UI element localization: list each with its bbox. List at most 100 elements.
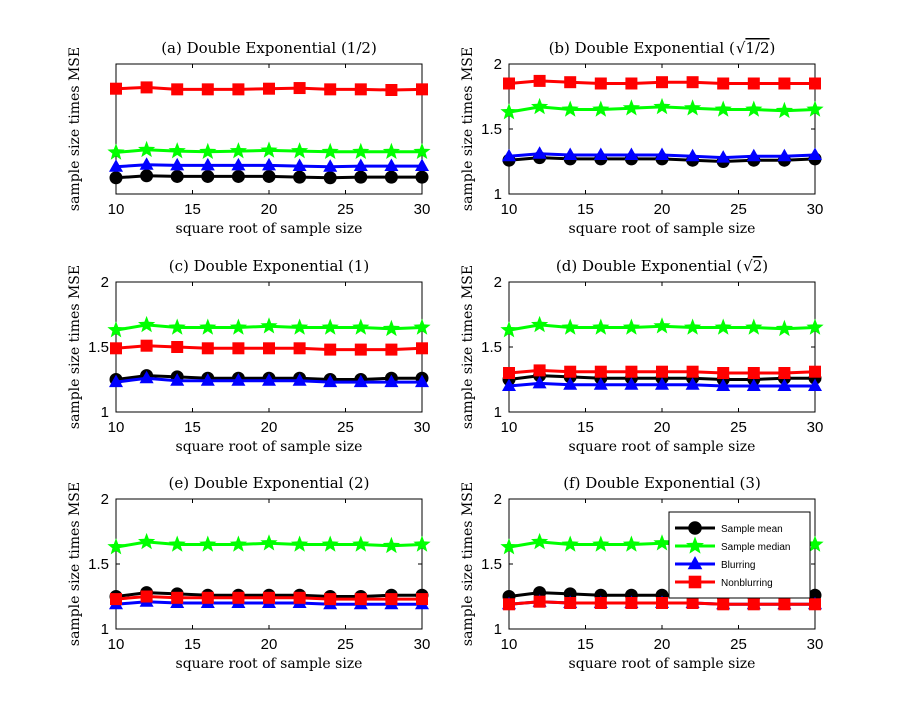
x-tick-label: 20	[261, 636, 278, 653]
data-point-triangle	[109, 159, 123, 172]
title-prefix: (f) Double Exponential (	[563, 474, 745, 492]
series-nonblurring	[503, 364, 821, 379]
y-tick-label: 1	[494, 621, 502, 638]
data-point-star	[168, 318, 186, 335]
data-point-triangle	[139, 370, 154, 384]
data-point-star	[531, 532, 549, 550]
data-point-square	[564, 76, 577, 89]
data-point-triangle	[532, 146, 547, 159]
legend-item: Sample median	[675, 536, 790, 554]
data-point-square	[385, 84, 398, 96]
y-tick-label: 2	[494, 274, 502, 291]
title-prefix: (d) Double Exponential (	[556, 257, 742, 275]
data-point-triangle	[231, 373, 246, 386]
x-tick-label: 20	[654, 636, 671, 653]
data-point-star	[622, 318, 640, 335]
data-point-triangle	[808, 378, 822, 391]
data-point-triangle	[323, 159, 338, 172]
title-suffix: )	[762, 257, 768, 275]
data-point-triangle	[353, 158, 368, 172]
x-tick-label: 30	[414, 636, 431, 653]
data-point-square	[778, 598, 791, 611]
y-axis-label: sample size times MSE	[67, 47, 83, 211]
title-param: 3	[745, 474, 755, 492]
data-point-triangle	[231, 157, 246, 171]
x-axis-label: square root of sample size	[176, 656, 363, 672]
x-tick-label: 30	[414, 419, 431, 436]
data-point-square	[564, 597, 577, 609]
data-point-star	[561, 100, 579, 117]
data-point-star	[413, 318, 431, 335]
title-param: 1/2	[347, 39, 371, 57]
data-point-triangle	[808, 147, 822, 160]
y-tick-label: 1.5	[481, 556, 502, 573]
data-point-square	[293, 82, 306, 95]
data-point-circle	[415, 170, 429, 184]
data-point-star	[229, 535, 247, 552]
title-param: 2	[753, 257, 763, 275]
x-tick-label: 20	[261, 419, 278, 436]
data-point-star	[138, 315, 156, 333]
data-point-square	[171, 591, 184, 604]
data-point-square	[324, 593, 337, 606]
series-nonblurring	[503, 595, 821, 611]
data-point-square	[594, 77, 607, 90]
data-point-square	[416, 342, 428, 355]
data-point-square	[656, 597, 668, 609]
data-point-triangle	[593, 147, 608, 160]
data-point-star	[199, 535, 217, 552]
panel-a: 10 15 20 25 30 (a) Double Exponential (1/2) sq…	[67, 39, 431, 237]
data-point-triangle	[655, 147, 669, 160]
x-tick-label: 15	[577, 636, 594, 653]
chart-title: (b) Double Exponential (√1/2)	[549, 39, 776, 57]
x-tick-label: 10	[501, 201, 518, 218]
data-point-triangle	[685, 148, 700, 162]
data-point-circle	[231, 169, 245, 183]
data-point-star	[714, 100, 732, 117]
data-point-star	[291, 318, 309, 335]
data-point-triangle	[746, 378, 761, 391]
data-point-square	[263, 591, 275, 604]
data-point-square	[171, 341, 184, 353]
data-point-star	[321, 318, 339, 335]
data-point-star	[745, 100, 763, 117]
x-tick-label: 15	[184, 201, 201, 218]
legend-label: Nonblurring	[721, 578, 773, 589]
data-point-circle	[262, 169, 276, 183]
data-point-triangle	[532, 375, 547, 389]
data-point-triangle	[170, 373, 185, 386]
data-point-star	[500, 538, 518, 555]
data-point-square	[232, 342, 245, 355]
y-axis-label: sample size times MSE	[67, 482, 83, 646]
series-sample-median	[107, 532, 431, 555]
x-tick-label: 25	[730, 419, 747, 436]
data-point-star	[352, 318, 370, 335]
data-point-square	[263, 342, 275, 355]
data-point-star	[806, 100, 824, 117]
data-point-star	[413, 142, 431, 159]
x-tick-label: 20	[654, 419, 671, 436]
sqrt-sign: √	[743, 257, 753, 275]
data-point-square	[717, 77, 730, 90]
y-tick-label: 2	[494, 56, 502, 73]
legend-item: Sample mean	[675, 521, 783, 535]
data-point-triangle	[292, 158, 307, 172]
x-tick-label: 30	[414, 201, 431, 218]
data-point-square	[809, 598, 821, 611]
series-blurring	[502, 146, 822, 163]
series-sample-median	[500, 315, 824, 338]
data-point-star	[260, 534, 278, 551]
data-point-triangle	[384, 158, 399, 172]
data-point-star	[500, 321, 518, 338]
data-point-square	[110, 82, 122, 95]
data-point-square	[293, 342, 306, 355]
data-point-star	[806, 318, 824, 335]
x-tick-label: 30	[807, 201, 824, 218]
data-point-square	[354, 83, 367, 96]
legend-marker-circle	[688, 521, 702, 535]
legend-item: Nonblurring	[675, 575, 773, 589]
data-point-triangle	[109, 374, 123, 388]
y-tick-label: 2	[494, 491, 502, 508]
data-point-square	[503, 77, 515, 90]
